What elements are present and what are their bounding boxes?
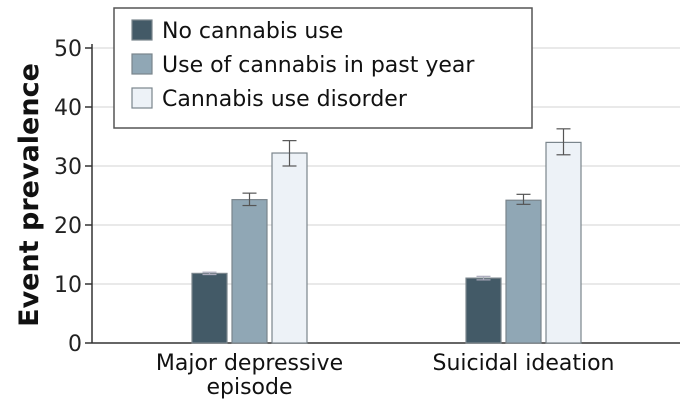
bar <box>231 199 268 344</box>
legend-swatch <box>131 19 153 41</box>
y-tick-label: 40 <box>54 96 82 121</box>
y-tick-label: 10 <box>54 273 82 298</box>
bar <box>271 152 308 344</box>
bar <box>545 141 582 344</box>
y-tick-label: 50 <box>54 37 82 62</box>
bar <box>191 272 228 344</box>
bar <box>465 277 502 344</box>
y-axis-label: Event prevalence <box>14 63 45 327</box>
y-tick-label: 20 <box>54 214 82 239</box>
legend-swatch <box>131 87 153 109</box>
legend <box>113 7 533 129</box>
legend-label: No cannabis use <box>162 19 343 44</box>
x-tick-label: Major depressive <box>156 351 343 376</box>
legend-swatch <box>131 53 153 75</box>
y-tick-label: 30 <box>54 155 82 180</box>
legend-label: Use of cannabis in past year <box>162 53 475 78</box>
y-tick-label: 0 <box>68 332 82 357</box>
x-tick-label: episode <box>206 375 292 400</box>
x-tick-label: Suicidal ideation <box>432 351 614 376</box>
bar <box>505 199 542 344</box>
legend-label: Cannabis use disorder <box>162 87 408 112</box>
